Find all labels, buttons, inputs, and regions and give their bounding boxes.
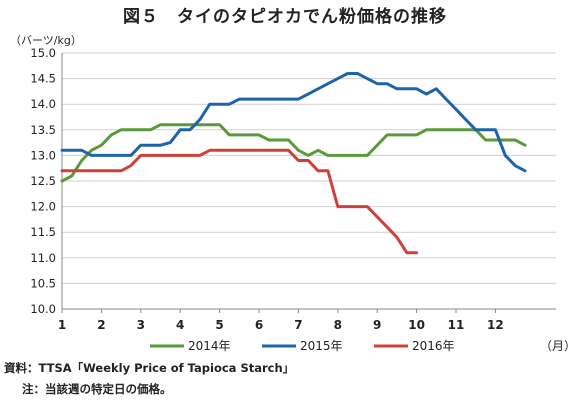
y-tick-label: 12.0 xyxy=(30,200,56,214)
x-tick-label: 12 xyxy=(487,318,504,332)
y-tick-label: 11.0 xyxy=(30,251,56,265)
x-tick-label: 9 xyxy=(373,318,381,332)
y-tick-label: 15.0 xyxy=(30,46,56,60)
y-tick-label: 14.5 xyxy=(30,72,56,86)
legend: 2014年 2015年 2016年 （月） xyxy=(150,339,570,353)
chart-title: 図５ タイのタピオカでん粉価格の推移 xyxy=(123,7,447,27)
footnote: 注：当該週の特定日の価格。 xyxy=(22,382,172,396)
legend-label: 2016年 xyxy=(412,339,455,353)
axes: 10.0 10.5 11.0 11.5 12.0 12.5 13.0 13.5 14.0 14.5… xyxy=(30,46,556,332)
x-tick-label: 10 xyxy=(408,318,425,332)
x-axis-unit-label: （月） xyxy=(540,339,570,353)
series-lines xyxy=(60,72,527,255)
legend-label: 2014年 xyxy=(188,339,231,353)
y-tick-label: 14.0 xyxy=(30,97,56,111)
y-tick-label: 13.5 xyxy=(30,123,56,137)
x-tick-label: 4 xyxy=(176,318,184,332)
x-tick-label: 1 xyxy=(58,318,66,332)
y-tick-label: 10.0 xyxy=(30,302,56,316)
y-axis-unit-label: （バーツ/kg） xyxy=(10,34,82,47)
x-tick-label: 5 xyxy=(215,318,223,332)
x-tick-label: 11 xyxy=(448,318,465,332)
y-tick-label: 13.0 xyxy=(30,148,56,162)
x-tick-label: 7 xyxy=(294,318,302,332)
series-line-2016年 xyxy=(60,148,419,255)
y-tick-label: 10.5 xyxy=(30,276,56,290)
series-line-2015年 xyxy=(60,72,527,173)
y-tick-label: 12.5 xyxy=(30,174,56,188)
y-tick-label: 11.5 xyxy=(30,225,56,239)
x-tick-label: 8 xyxy=(334,318,342,332)
gridlines xyxy=(62,52,556,310)
source-note: 資料：TTSA「Weekly Price of Tapioca Starch」 xyxy=(4,361,295,375)
x-tick-label: 3 xyxy=(137,318,145,332)
x-tick-label: 2 xyxy=(97,318,105,332)
series-line-2014年 xyxy=(60,123,527,183)
legend-label: 2015年 xyxy=(300,339,343,353)
x-tick-label: 6 xyxy=(255,318,263,332)
